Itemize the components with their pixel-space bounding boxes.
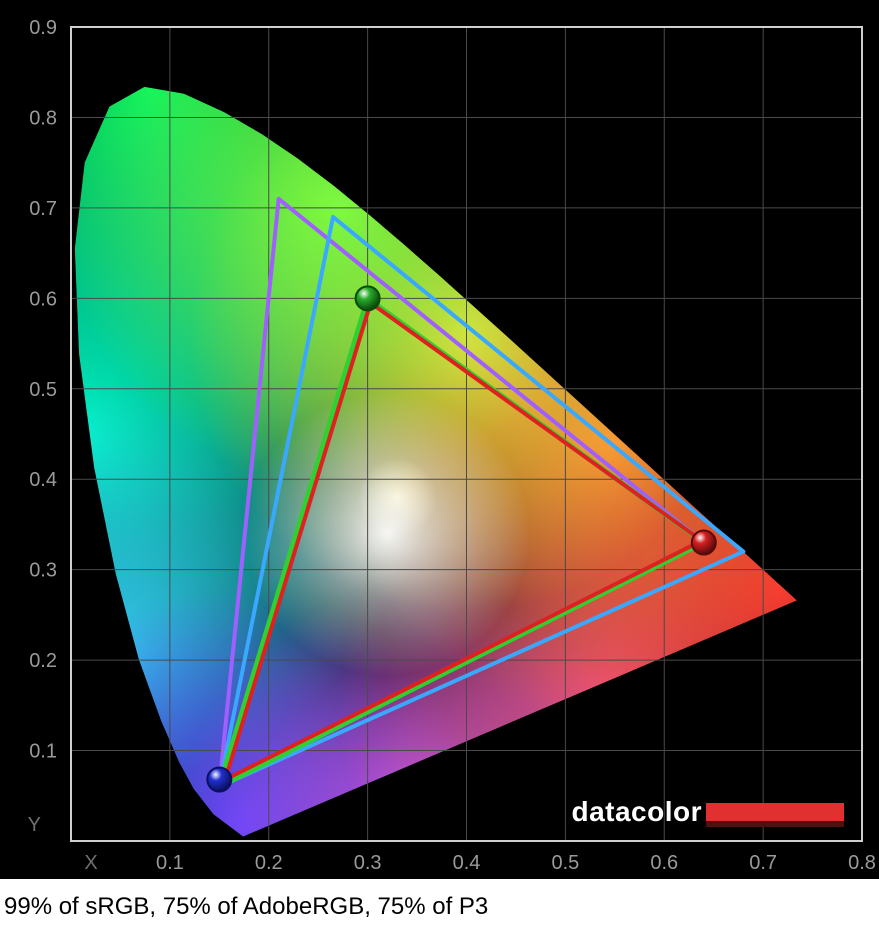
y-tick-label: 0.1: [29, 741, 57, 763]
x-tick-label: 0.8: [848, 852, 876, 874]
green-primary-marker: [356, 286, 380, 310]
brand-bar: [706, 803, 844, 821]
x-axis-letter: X: [84, 852, 97, 874]
x-tick-label: 0.5: [551, 852, 579, 874]
x-tick-label: 0.6: [650, 852, 678, 874]
y-tick-label: 0.5: [29, 379, 57, 401]
y-axis-letter: Y: [28, 814, 41, 836]
y-tick-label: 0.2: [29, 650, 57, 672]
x-tick-label: 0.4: [453, 852, 481, 874]
y-tick-label: 0.8: [29, 107, 57, 129]
caption-text: 99% of sRGB, 75% of AdobeRGB, 75% of P3: [0, 879, 879, 935]
x-tick-label: 0.7: [749, 852, 777, 874]
y-tick-label: 0.6: [29, 288, 57, 310]
y-tick-label: 0.4: [29, 469, 57, 491]
y-tick-label: 0.7: [29, 198, 57, 220]
y-tick-label: 0.9: [29, 17, 57, 39]
red-primary-marker: [692, 531, 716, 555]
brand-text: datacolor: [571, 796, 702, 827]
x-tick-label: 0.1: [156, 852, 184, 874]
chart-svg: 0.1 0.2 0.3 0.4 0.5 0.6 0.7 0.8 0.1 0.2 0.3 0.4 0.5 0…: [0, 0, 879, 879]
blue-primary-marker: [207, 767, 231, 791]
chromaticity-chart: 0.1 0.2 0.3 0.4 0.5 0.6 0.7 0.8 0.1 0.2 0.3 0.4 0.5 0…: [0, 0, 879, 879]
x-tick-label: 0.3: [354, 852, 382, 874]
y-tick-label: 0.3: [29, 560, 57, 582]
x-tick-label: 0.2: [255, 852, 283, 874]
